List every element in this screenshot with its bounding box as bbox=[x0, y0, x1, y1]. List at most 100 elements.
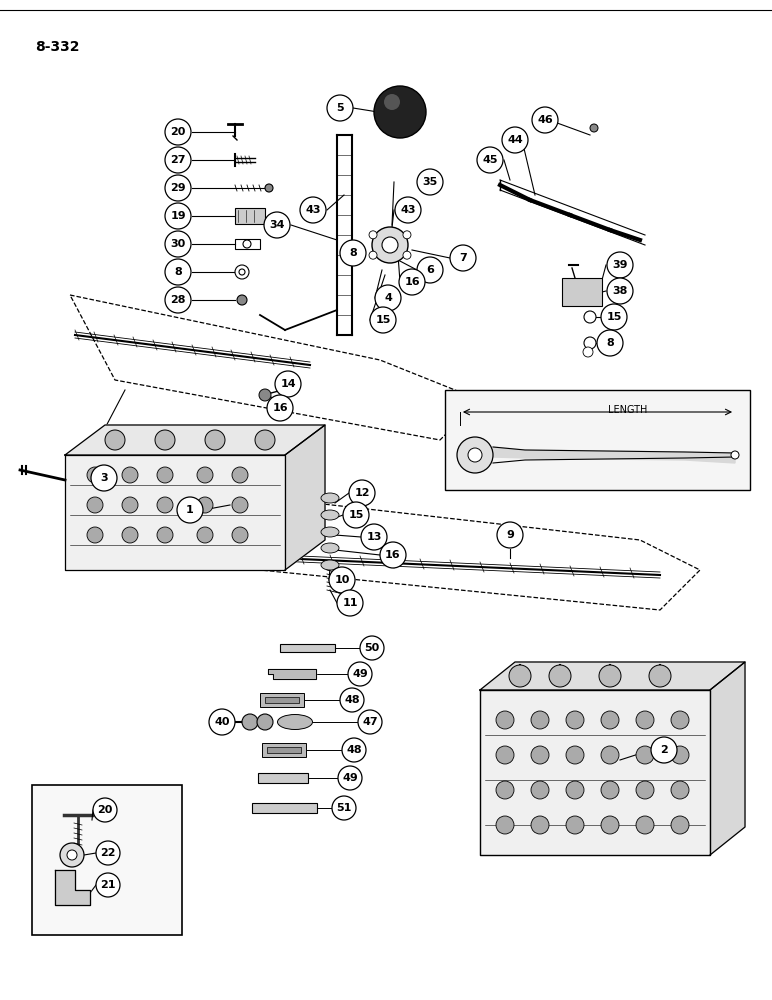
Circle shape bbox=[566, 746, 584, 764]
Circle shape bbox=[348, 662, 372, 686]
Text: 45: 45 bbox=[482, 155, 498, 165]
Circle shape bbox=[601, 746, 619, 764]
Bar bbox=[280, 644, 335, 652]
Ellipse shape bbox=[321, 560, 339, 570]
Text: 19: 19 bbox=[170, 211, 186, 221]
Circle shape bbox=[165, 119, 191, 145]
Circle shape bbox=[566, 781, 584, 799]
Circle shape bbox=[607, 252, 633, 278]
Circle shape bbox=[601, 304, 627, 330]
Circle shape bbox=[242, 714, 258, 730]
Circle shape bbox=[369, 251, 377, 259]
Text: 22: 22 bbox=[100, 848, 116, 858]
Circle shape bbox=[342, 738, 366, 762]
Text: 11: 11 bbox=[342, 598, 357, 608]
Circle shape bbox=[165, 259, 191, 285]
Ellipse shape bbox=[321, 510, 339, 520]
Circle shape bbox=[275, 371, 301, 397]
Polygon shape bbox=[285, 425, 325, 570]
Text: 15: 15 bbox=[375, 315, 391, 325]
Circle shape bbox=[157, 467, 173, 483]
Circle shape bbox=[531, 711, 549, 729]
Circle shape bbox=[358, 710, 382, 734]
Text: 51: 51 bbox=[337, 803, 352, 813]
Circle shape bbox=[374, 86, 426, 138]
Circle shape bbox=[601, 711, 619, 729]
Circle shape bbox=[671, 711, 689, 729]
Bar bbox=[258, 773, 308, 783]
Circle shape bbox=[87, 527, 103, 543]
Circle shape bbox=[399, 269, 425, 295]
Circle shape bbox=[671, 781, 689, 799]
Text: 9: 9 bbox=[506, 530, 514, 540]
Text: 15: 15 bbox=[606, 312, 621, 322]
Text: 1: 1 bbox=[186, 505, 194, 515]
Circle shape bbox=[267, 395, 293, 421]
Text: 34: 34 bbox=[269, 220, 285, 230]
Circle shape bbox=[584, 337, 596, 349]
Text: 49: 49 bbox=[352, 669, 368, 679]
Circle shape bbox=[239, 269, 245, 275]
Circle shape bbox=[370, 307, 396, 333]
Circle shape bbox=[651, 737, 677, 763]
Polygon shape bbox=[493, 447, 735, 463]
Circle shape bbox=[340, 240, 366, 266]
Text: 8: 8 bbox=[349, 248, 357, 258]
Circle shape bbox=[417, 257, 443, 283]
Text: 2: 2 bbox=[660, 745, 668, 755]
Circle shape bbox=[235, 265, 249, 279]
Text: 12: 12 bbox=[354, 488, 370, 498]
Text: 10: 10 bbox=[334, 575, 350, 585]
Polygon shape bbox=[480, 662, 745, 690]
Text: 48: 48 bbox=[344, 695, 360, 705]
Circle shape bbox=[337, 590, 363, 616]
Circle shape bbox=[583, 347, 593, 357]
Circle shape bbox=[496, 781, 514, 799]
Circle shape bbox=[549, 665, 571, 687]
Circle shape bbox=[531, 816, 549, 834]
Circle shape bbox=[382, 237, 398, 253]
Circle shape bbox=[87, 497, 103, 513]
Circle shape bbox=[232, 497, 248, 513]
Circle shape bbox=[636, 711, 654, 729]
Circle shape bbox=[165, 231, 191, 257]
Circle shape bbox=[96, 873, 120, 897]
Circle shape bbox=[496, 711, 514, 729]
Circle shape bbox=[531, 746, 549, 764]
Text: 8-332: 8-332 bbox=[35, 40, 80, 54]
Text: 44: 44 bbox=[507, 135, 523, 145]
Circle shape bbox=[502, 127, 528, 153]
Text: 35: 35 bbox=[422, 177, 438, 187]
Circle shape bbox=[403, 251, 411, 259]
Text: 20: 20 bbox=[171, 127, 186, 137]
Circle shape bbox=[327, 95, 353, 121]
Bar bbox=[445, 390, 750, 490]
Text: 21: 21 bbox=[100, 880, 116, 890]
Circle shape bbox=[96, 841, 120, 865]
Text: 47: 47 bbox=[362, 717, 378, 727]
Circle shape bbox=[205, 430, 225, 450]
Circle shape bbox=[157, 527, 173, 543]
Circle shape bbox=[457, 437, 493, 473]
Circle shape bbox=[599, 665, 621, 687]
Circle shape bbox=[369, 231, 377, 239]
Ellipse shape bbox=[277, 714, 313, 730]
Circle shape bbox=[380, 542, 406, 568]
Circle shape bbox=[477, 147, 503, 173]
Circle shape bbox=[265, 184, 273, 192]
Text: 8: 8 bbox=[606, 338, 614, 348]
Circle shape bbox=[105, 430, 125, 450]
Circle shape bbox=[509, 665, 531, 687]
Text: 27: 27 bbox=[171, 155, 186, 165]
Text: 14: 14 bbox=[280, 379, 296, 389]
Circle shape bbox=[332, 796, 356, 820]
Text: LENGTH: LENGTH bbox=[608, 405, 648, 415]
Circle shape bbox=[177, 497, 203, 523]
Circle shape bbox=[165, 287, 191, 313]
Circle shape bbox=[601, 816, 619, 834]
Circle shape bbox=[607, 278, 633, 304]
Circle shape bbox=[165, 175, 191, 201]
Text: 38: 38 bbox=[612, 286, 628, 296]
Text: 30: 30 bbox=[171, 239, 185, 249]
Circle shape bbox=[671, 816, 689, 834]
